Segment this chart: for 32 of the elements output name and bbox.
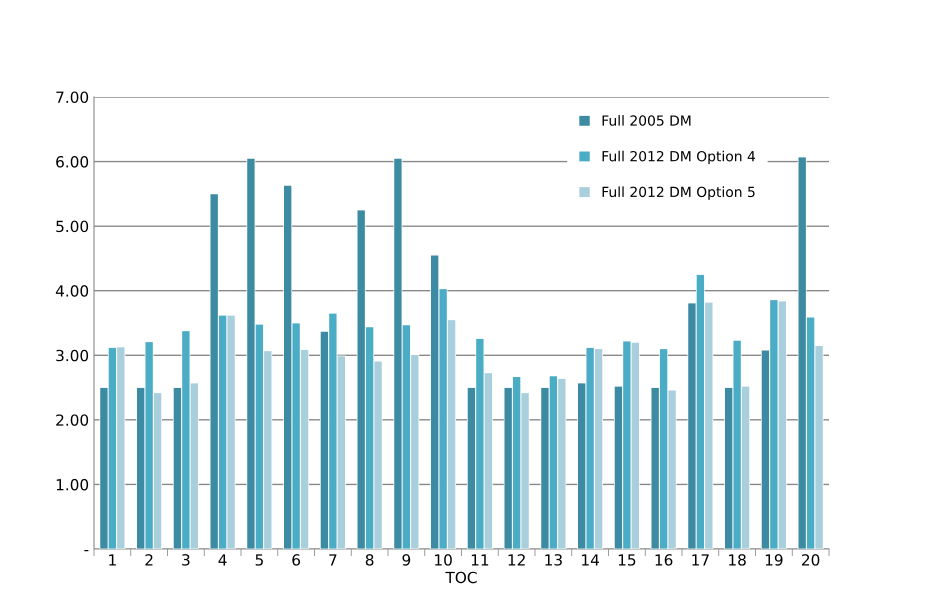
y-tick-label: 4.00 bbox=[56, 285, 88, 297]
y-tick-label: 3.00 bbox=[56, 350, 88, 362]
legend-label: Full 2012 DM Option 5 bbox=[602, 186, 755, 200]
x-tick-label: 2 bbox=[145, 554, 152, 566]
x-tick-label: 8 bbox=[366, 554, 374, 566]
x-tick-label: 6 bbox=[292, 554, 300, 566]
x-tick-label: 20 bbox=[802, 554, 820, 566]
x-tick-label: 14 bbox=[582, 554, 599, 566]
x-tick-label: 17 bbox=[692, 554, 709, 566]
x-tick-label: 3 bbox=[182, 554, 190, 566]
x-tick-label: 13 bbox=[545, 554, 562, 566]
y-tick-label: 5.00 bbox=[56, 220, 88, 232]
y-tick-label: 2.00 bbox=[56, 414, 88, 426]
y-tick-label: 7.00 bbox=[56, 91, 88, 104]
x-tick-label: 15 bbox=[618, 554, 636, 566]
x-tick-label: 1 bbox=[109, 554, 116, 566]
y-tick-label: - bbox=[84, 550, 88, 552]
legend-label: Full 2005 DM bbox=[602, 115, 690, 126]
x-axis-title: TOC bbox=[445, 572, 477, 584]
x-tick-label: 4 bbox=[218, 554, 227, 566]
x-tick-label: 10 bbox=[435, 554, 452, 566]
x-tick-label: 12 bbox=[508, 554, 525, 566]
x-tick-label: 16 bbox=[656, 554, 672, 566]
y-tick-label: 1.00 bbox=[56, 478, 88, 490]
legend-label: Full 2012 DM Option 4 bbox=[602, 150, 756, 164]
x-tick-label: 11 bbox=[472, 554, 488, 566]
x-tick-label: 5 bbox=[256, 554, 263, 566]
x-tick-label: 7 bbox=[329, 554, 336, 566]
y-tick-label: 6.00 bbox=[56, 156, 88, 168]
x-tick-label: 19 bbox=[766, 554, 783, 566]
x-tick-label: 9 bbox=[402, 554, 410, 566]
x-tick-label: 18 bbox=[729, 554, 746, 566]
